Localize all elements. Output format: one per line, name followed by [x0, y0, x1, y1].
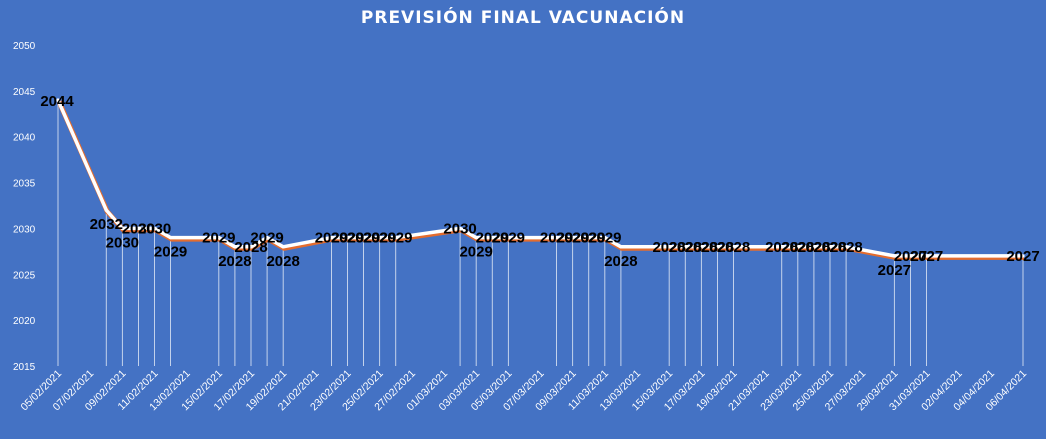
data-point: [265, 236, 269, 240]
data-point: [1021, 254, 1025, 258]
data-point: [394, 236, 398, 240]
chart-title: PREVISIÓN FINAL VACUNACIÓN: [360, 8, 686, 28]
data-point: [361, 236, 366, 240]
data-label: 2028: [669, 239, 702, 256]
data-label: 2029: [540, 230, 573, 247]
data-label: 2032: [90, 216, 123, 233]
y-tick-label: 2040: [13, 133, 36, 144]
data-label: 2029: [588, 230, 621, 247]
data-point: [828, 245, 832, 249]
data-point: [780, 245, 784, 249]
data-point: [924, 254, 929, 258]
data-point: [796, 245, 800, 249]
data-label: 2028: [218, 253, 251, 270]
data-label: 2030: [138, 220, 171, 237]
data-point: [281, 245, 285, 249]
data-point: [233, 245, 237, 249]
data-label: 2028: [266, 253, 299, 270]
y-tick-label: 2030: [13, 224, 36, 235]
data-point: [812, 245, 816, 249]
data-label: 2028: [829, 239, 862, 256]
data-label: 2027: [1006, 248, 1039, 265]
data-point: [56, 98, 60, 102]
y-tick-label: 2050: [13, 41, 36, 52]
data-point: [892, 254, 896, 258]
data-point: [345, 236, 350, 240]
data-point: [908, 254, 913, 258]
data-label: 2029: [154, 244, 187, 261]
data-label: 2028: [701, 239, 734, 256]
data-point: [490, 236, 494, 240]
data-point: [458, 226, 462, 231]
data-label: 2029: [556, 230, 589, 247]
data-label: 2027: [878, 262, 911, 279]
data-label: 2029: [492, 230, 525, 247]
data-label: 2029: [202, 230, 235, 247]
data-label: 2028: [765, 239, 798, 256]
data-point: [587, 236, 591, 240]
data-point: [844, 245, 848, 249]
data-label: 2029: [459, 244, 492, 261]
y-tick-label: 2020: [13, 316, 36, 327]
y-tick-label: 2035: [13, 179, 36, 190]
data-point: [152, 226, 157, 231]
data-point: [104, 208, 108, 212]
y-tick-label: 2045: [13, 87, 36, 98]
data-point: [136, 226, 141, 231]
data-label: 2029: [363, 230, 396, 247]
data-label: 2028: [797, 239, 830, 256]
data-label: 2029: [315, 230, 348, 247]
data-point: [249, 245, 253, 249]
data-point: [217, 236, 221, 240]
data-label: 2027: [910, 248, 943, 265]
data-label: 2027: [894, 248, 927, 265]
data-point: [571, 236, 575, 240]
data-label: 2029: [379, 230, 412, 247]
data-point: [329, 236, 334, 240]
data-label: 2029: [250, 230, 283, 247]
data-point: [554, 236, 559, 240]
data-label: 2029: [331, 230, 364, 247]
data-label: 2028: [717, 239, 750, 256]
data-point: [699, 245, 703, 249]
data-point: [168, 236, 173, 240]
data-label: 2028: [652, 239, 685, 256]
data-point: [378, 236, 382, 240]
data-label: 2028: [604, 253, 637, 270]
data-point: [715, 245, 720, 249]
data-point: [683, 245, 687, 249]
data-label: 2028: [685, 239, 718, 256]
data-label: 2029: [572, 230, 605, 247]
data-point: [667, 245, 671, 249]
data-point: [506, 236, 510, 240]
y-tick-label: 2025: [13, 270, 36, 281]
data-label: 2029: [476, 230, 509, 247]
data-label: 2028: [234, 239, 267, 256]
data-label: 2030: [443, 220, 476, 237]
data-label: 2030: [106, 234, 139, 251]
data-label: 2029: [347, 230, 380, 247]
data-point: [619, 245, 623, 249]
data-label: 2028: [813, 239, 846, 256]
data-label: 2044: [40, 93, 74, 110]
data-point: [474, 236, 478, 240]
y-tick-label: 2015: [13, 362, 36, 373]
data-point: [120, 226, 124, 231]
data-point: [731, 245, 736, 249]
data-label: 2028: [781, 239, 814, 256]
data-label: 2030: [122, 220, 155, 237]
data-point: [603, 236, 607, 240]
